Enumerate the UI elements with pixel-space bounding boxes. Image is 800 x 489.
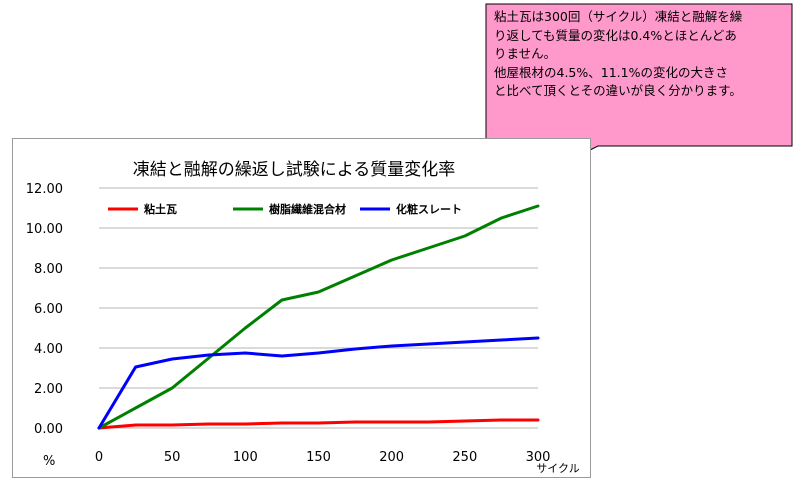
y-tick-label: 2.00 (34, 382, 63, 397)
x-tick-label: 100 (233, 450, 258, 465)
y-tick-label: 6.00 (34, 302, 63, 317)
x-tick-label: 0 (95, 450, 103, 465)
x-tick-label: 150 (306, 450, 331, 465)
y-tick-label: 8.00 (34, 262, 63, 277)
legend: 粘土瓦 樹脂繊維混合材 化粧スレート (108, 202, 462, 216)
x-tick-label: 50 (164, 450, 181, 465)
callout-line: 他屋根材の4.5%、11.1%の変化の大きさ (494, 64, 728, 80)
gridlines (99, 187, 538, 429)
chart-title: 凍結と融解の繰返し試験による質量変化率 (133, 160, 456, 180)
callout-line: 粘土瓦は300回（サイクル）凍結と融解を繰 (494, 9, 743, 24)
x-tick-label: 250 (452, 450, 477, 465)
x-tick-label: 200 (379, 450, 404, 465)
y-axis-ticks: 0.00 2.00 4.00 6.00 8.00 10.00 12.00 (26, 182, 63, 437)
callout-text: 粘土瓦は300回（サイクル）凍結と融解を繰 り返しても質量の変化は0.4%とほと… (494, 8, 786, 101)
series-line-1 (97, 418, 540, 430)
callout-line: りません。 (494, 46, 557, 61)
y-tick-label: 12.00 (26, 182, 63, 197)
legend-label: 粘土瓦 (144, 202, 177, 216)
y-tick-label: 0.00 (34, 422, 63, 437)
line-chart: 凍結と融解の繰返し試験による質量変化率 0.00 2.00 4.00 6.00 8.00… (26, 160, 580, 475)
y-axis-unit: % (43, 454, 55, 469)
legend-label: 化粧スレート (396, 202, 462, 216)
x-tick-label: 300 (526, 450, 551, 465)
y-tick-label: 4.00 (34, 342, 63, 357)
callout-line: り返しても質量の変化は0.4%とほとんどあ (494, 27, 737, 43)
legend-label: 樹脂繊維混合材 (269, 202, 346, 216)
callout-line: と比べて頂くとその違いが良く分かります。 (494, 83, 742, 98)
chart-frame: 凍結と融解の繰返し試験による質量変化率 0.00 2.00 4.00 6.00 8.00… (12, 138, 591, 478)
series-line-2 (97, 204, 540, 430)
y-tick-label: 10.00 (26, 222, 63, 237)
x-axis-unit: サイクル (536, 462, 579, 475)
series-line-3 (97, 336, 540, 430)
series-lines (97, 204, 540, 430)
x-axis-ticks: 0 50 100 150 200 250 300 (95, 450, 551, 465)
